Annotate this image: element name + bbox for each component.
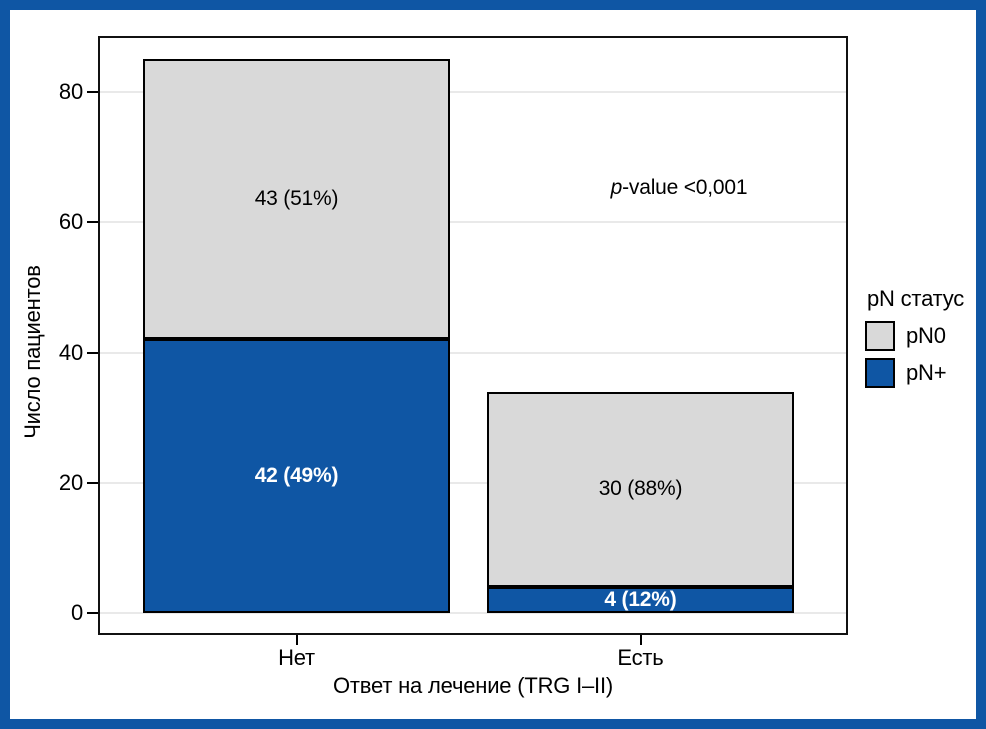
x-axis-title: Ответ на лечение (TRG I–II) — [332, 673, 614, 698]
gridline-y-80 — [98, 91, 848, 93]
y-tick-0 — [87, 612, 98, 614]
x-tick-label-Нет: Нет — [278, 645, 315, 670]
p-value-annotation: p-value <0,001 — [611, 176, 748, 200]
y-tick-20 — [87, 481, 98, 484]
bar-segment-value-label: 43 (51%) — [254, 187, 339, 211]
bar-segment-pN+-Есть: 4 (12%) — [487, 586, 794, 613]
legend-swatch-pN0 — [865, 321, 895, 351]
p-value-text: -value <0,001 — [622, 176, 748, 199]
p-value-italic-p: p — [610, 176, 623, 199]
bar-segment-value-label: 4 (12%) — [604, 587, 677, 611]
y-tick-80 — [87, 91, 98, 93]
y-tick-40 — [87, 351, 98, 354]
y-tick-label-0: 0 — [70, 600, 83, 625]
gridline-y-60 — [98, 221, 848, 224]
y-tick-label-60: 60 — [58, 209, 83, 235]
bar-segment-value-label: 42 (49%) — [254, 464, 339, 488]
legend-entry-label: pN0 — [906, 323, 946, 348]
bar-segment-pN0-Нет: 43 (51%) — [143, 59, 450, 340]
legend-swatch-pN+ — [865, 358, 895, 388]
legend-entry-pN+: pN+ — [865, 358, 964, 388]
x-tick-label-Есть: Есть — [617, 645, 664, 670]
bar-segment-pN0-Есть: 30 (88%) — [487, 391, 794, 587]
gridline-y-20 — [98, 481, 848, 484]
y-tick-label-20: 20 — [58, 469, 83, 495]
bar-segment-pN+-Нет: 42 (49%) — [143, 339, 450, 613]
y-tick-60 — [87, 221, 98, 224]
legend-entry-pN0: pN0 — [865, 321, 964, 351]
legend-entries: pN0 pN+ — [865, 321, 964, 388]
y-tick-label-40: 40 — [58, 339, 83, 365]
x-tick-Есть — [639, 635, 642, 645]
gridline-y-0 — [98, 612, 848, 614]
legend-entry-label: pN+ — [906, 360, 947, 385]
x-tick-Нет — [295, 635, 298, 645]
bar-segment-value-label: 30 (88%) — [598, 477, 683, 501]
y-tick-label-80: 80 — [58, 79, 83, 104]
plot-area: p-value <0,001 42 (49%) 43 (51%) 4 (12%) 30… — [98, 36, 848, 635]
gridline-y-40 — [98, 351, 848, 354]
legend-title: pN статус — [867, 286, 965, 311]
legend: pN статус pN0 pN+ — [865, 286, 964, 395]
